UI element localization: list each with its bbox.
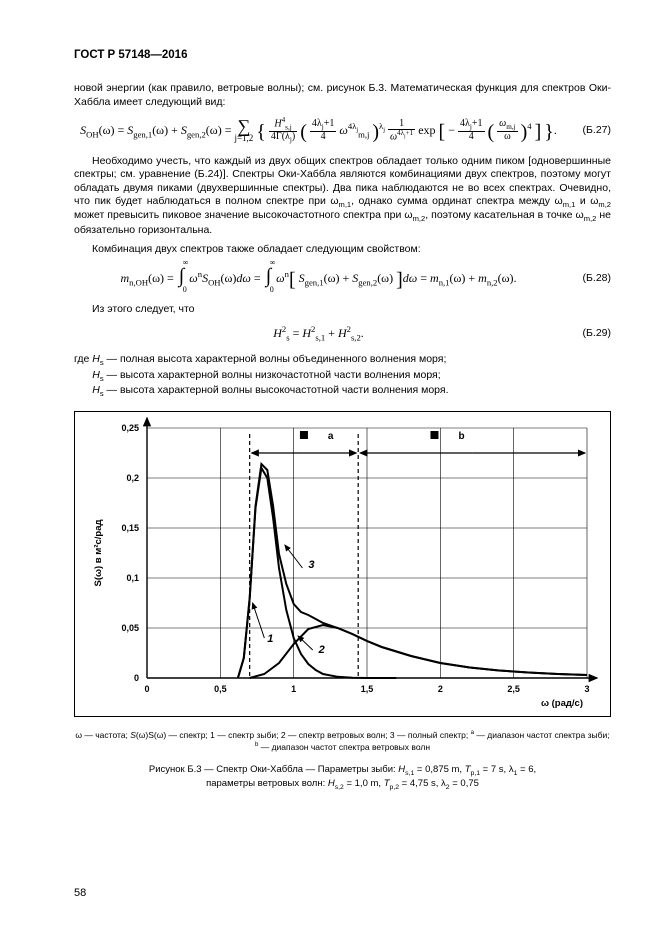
para-4: Из этого следует, что — [74, 303, 611, 316]
equation-b28: mn,OH(ω) = ∞∫0 ωnSOH(ω)dω = ∞∫0 ωn[ Sgen… — [74, 264, 611, 293]
svg-text:S(ω) в м²с/рад: S(ω) в м²с/рад — [93, 520, 104, 587]
svg-text:1: 1 — [291, 684, 296, 694]
para-1: новой энергии (как правило, ветровые вол… — [74, 82, 611, 108]
page-number: 58 — [74, 887, 86, 901]
figure-legend: ω — частота; S(ω)S(ω) — спектр; 1 — спек… — [74, 729, 611, 754]
svg-text:2: 2 — [318, 644, 325, 656]
doc-header: ГОСТ Р 57148—2016 — [74, 48, 611, 62]
svg-text:0,15: 0,15 — [121, 523, 139, 533]
svg-text:0,2: 0,2 — [126, 473, 139, 483]
eq-num-b27: (Б.27) — [563, 124, 611, 137]
para-3: Комбинация двух спектров также обладает … — [74, 243, 611, 256]
svg-text:1: 1 — [267, 633, 273, 645]
spectrum-chart: 0 0,5 1 1,5 2 2,5 3 0 0,05 0,1 0,15 0,2 0,25 ω (рад/с… — [75, 412, 610, 716]
eq-num-b29: (Б.29) — [563, 327, 611, 340]
svg-text:0,25: 0,25 — [121, 423, 139, 433]
equation-b29: H2s = H2s,1 + H2s,2. (Б.29) — [74, 324, 611, 343]
svg-text:2,5: 2,5 — [507, 684, 520, 694]
para-2: Необходимо учесть, что каждый из двух об… — [74, 155, 611, 237]
svg-text:ω (рад/с): ω (рад/с) — [541, 698, 583, 709]
svg-text:2: 2 — [438, 684, 443, 694]
svg-text:b: b — [458, 431, 464, 442]
eq-num-b28: (Б.28) — [563, 272, 611, 285]
svg-text:0,05: 0,05 — [121, 623, 139, 633]
svg-text:0: 0 — [134, 673, 139, 683]
svg-text:a: a — [328, 431, 334, 442]
svg-text:0,1: 0,1 — [126, 573, 139, 583]
svg-text:0,5: 0,5 — [214, 684, 227, 694]
figure-b3: 0 0,5 1 1,5 2 2,5 3 0 0,05 0,1 0,15 0,2 0,25 ω (рад/с… — [74, 411, 611, 717]
figure-caption: Рисунок Б.3 — Спектр Оки-Хаббла — Параме… — [74, 764, 611, 792]
equation-b27: SOH(ω) = Sgen,1(ω) + Sgen,2(ω) = ∑j=1,2 … — [74, 117, 611, 146]
svg-text:0: 0 — [144, 684, 149, 694]
svg-text:3: 3 — [308, 559, 314, 571]
definitions: где Hs — полная высота характерной волны… — [74, 353, 611, 399]
svg-text:3: 3 — [584, 684, 589, 694]
svg-text:1,5: 1,5 — [361, 684, 374, 694]
